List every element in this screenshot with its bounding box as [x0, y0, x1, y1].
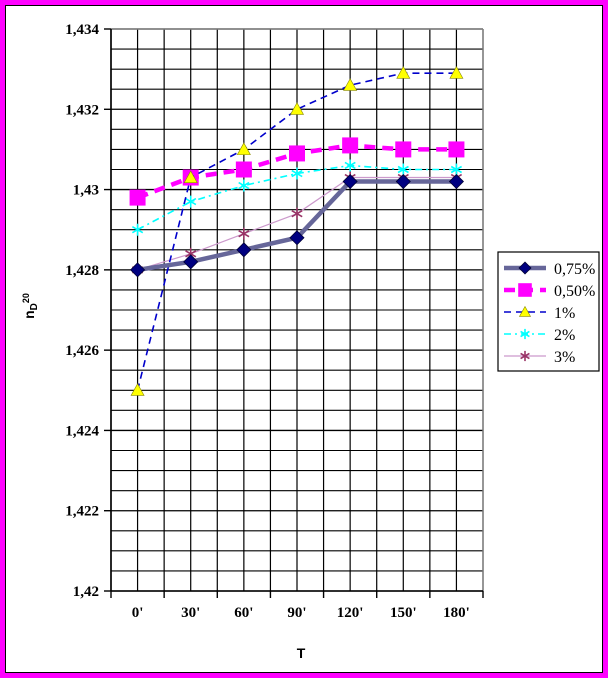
data-point-marker: [397, 163, 409, 176]
x-axis-tick-label: 0': [132, 605, 144, 621]
data-point-marker: [185, 195, 197, 208]
legend-label[interactable]: 1%: [554, 305, 575, 322]
y-axis-title-sub: D: [29, 303, 40, 310]
x-axis-tick-label: 120': [337, 605, 364, 621]
y-axis-tick-label: 1,43: [73, 183, 99, 199]
legend-marker-swatch: [520, 328, 530, 340]
chart-frame: 1,42 1,422 1,424 1,426 1,428 1,43 1,432 1,434 0…: [5, 5, 603, 673]
data-point-marker: [342, 137, 359, 154]
series-2: [131, 159, 463, 236]
data-point-marker: [130, 383, 145, 396]
x-axis-tick-label: 30': [181, 605, 200, 621]
x-axis-tick-label: 180': [443, 605, 470, 621]
data-point-marker: [236, 242, 252, 258]
legend-marker-swatch: [518, 305, 532, 317]
legend-label[interactable]: 0,75%: [554, 261, 595, 278]
data-point-marker: [238, 227, 250, 240]
data-point-marker: [130, 262, 146, 278]
chart-canvas: 1,42 1,422 1,424 1,426 1,428 1,43 1,432 1,434 0…: [21, 22, 600, 661]
y-axis-title: nD20: [21, 293, 40, 319]
data-point-marker: [342, 173, 358, 190]
legend-box: [497, 251, 600, 372]
data-point-marker: [450, 163, 463, 176]
data-point-marker: [289, 145, 305, 162]
legend-marker-swatch: [518, 261, 532, 275]
data-point-marker: [448, 173, 464, 190]
data-point-marker: [396, 66, 411, 79]
x-axis-tick-label: 90': [287, 605, 306, 621]
data-point-marker: [131, 223, 144, 236]
y-axis-tick-labels: 1,42 1,422 1,424 1,426 1,428 1,43 1,432 1,434: [65, 22, 99, 600]
tick-layer: [104, 28, 484, 598]
data-point-marker: [395, 173, 411, 190]
data-point-marker: [344, 159, 356, 172]
svg-text:nD20: nD20: [21, 293, 40, 319]
data-point-marker: [183, 170, 198, 184]
legend-label[interactable]: 3%: [554, 349, 575, 366]
data-point-marker: [183, 254, 199, 270]
data-point-marker: [291, 167, 303, 180]
data-point-marker: [129, 189, 146, 206]
y-axis-tick-label: 1,42: [73, 584, 99, 600]
data-point-marker: [448, 141, 465, 158]
data-point-marker: [289, 230, 305, 246]
data-point-marker: [235, 161, 252, 178]
data-point-marker: [289, 102, 305, 115]
data-series-layer: [129, 66, 465, 396]
y-axis-title-base: n: [21, 310, 37, 319]
y-axis-tick-label: 1,434: [65, 22, 99, 38]
data-point-marker: [449, 66, 464, 79]
x-axis-tick-labels: 0' 30' 60' 90' 120' 150' 180': [132, 605, 470, 621]
data-point-marker: [236, 142, 251, 155]
data-point-marker: [395, 141, 412, 158]
y-axis-tick-label: 1,428: [65, 263, 99, 279]
legend-marker-swatch: [520, 350, 530, 362]
y-axis-tick-label: 1,426: [65, 343, 99, 359]
series-1: [130, 66, 464, 396]
x-axis-tick-label: 60': [234, 605, 253, 621]
data-point-marker: [343, 78, 358, 91]
legend-label[interactable]: 0,50%: [554, 283, 595, 300]
y-axis-title-sup: 20: [21, 293, 31, 303]
chart-legend: 0,75% 0,50% 1% 2% 3%: [497, 251, 600, 372]
series-075: [130, 173, 464, 278]
data-point-marker: [238, 179, 250, 192]
x-axis-tick-label: 150': [390, 605, 417, 621]
y-axis-tick-label: 1,424: [65, 423, 99, 439]
y-axis-tick-label: 1,422: [65, 504, 99, 520]
legend-label[interactable]: 2%: [554, 327, 575, 344]
y-axis-tick-label: 1,432: [65, 102, 99, 118]
legend-marker-swatch: [518, 283, 532, 297]
data-point-marker: [291, 207, 303, 220]
x-axis-title: T: [297, 645, 306, 661]
